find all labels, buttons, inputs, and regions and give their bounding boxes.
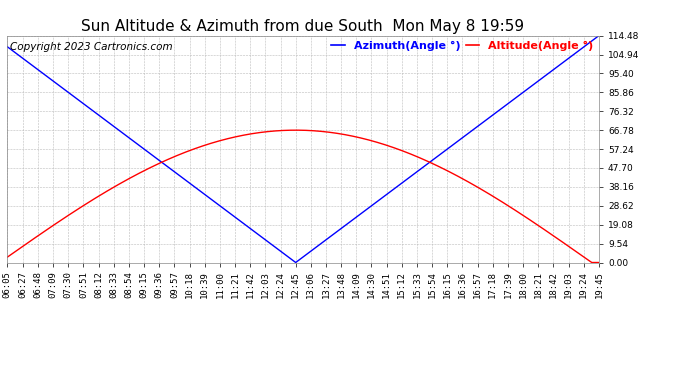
Title: Sun Altitude & Azimuth from due South  Mon May 8 19:59: Sun Altitude & Azimuth from due South Mo… — [81, 20, 524, 34]
Legend: Azimuth(Angle °), Altitude(Angle °): Azimuth(Angle °), Altitude(Angle °) — [331, 41, 593, 51]
Text: Copyright 2023 Cartronics.com: Copyright 2023 Cartronics.com — [10, 42, 172, 52]
